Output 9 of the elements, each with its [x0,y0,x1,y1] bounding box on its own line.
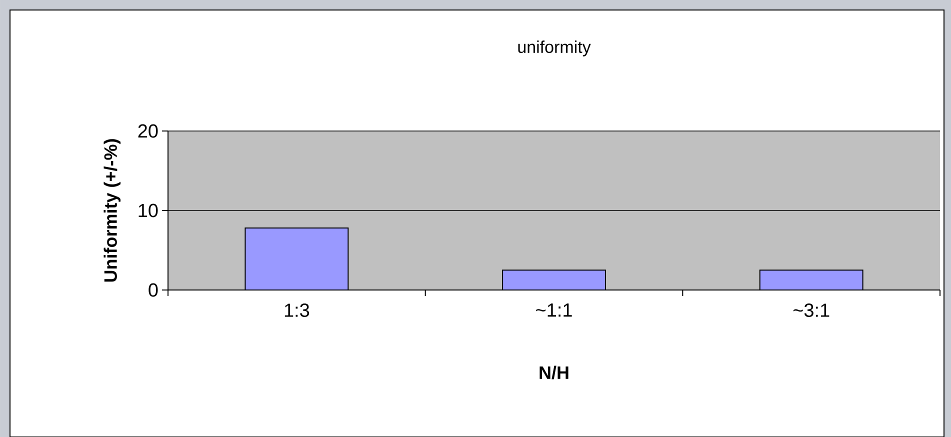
y-axis-title: Uniformity (+/-%) [104,138,121,282]
x-axis-title: N/H [540,366,568,379]
x-tick-label: ~3:1 [793,303,830,317]
chart-title: uniformity [518,40,591,56]
y-tick-label: 10 [138,204,158,217]
x-tick-label: ~1:1 [536,303,572,316]
x-tick-label: 1:3 [284,303,310,317]
y-tick-label: 0 [148,283,158,296]
y-tick-label: 20 [138,124,158,138]
